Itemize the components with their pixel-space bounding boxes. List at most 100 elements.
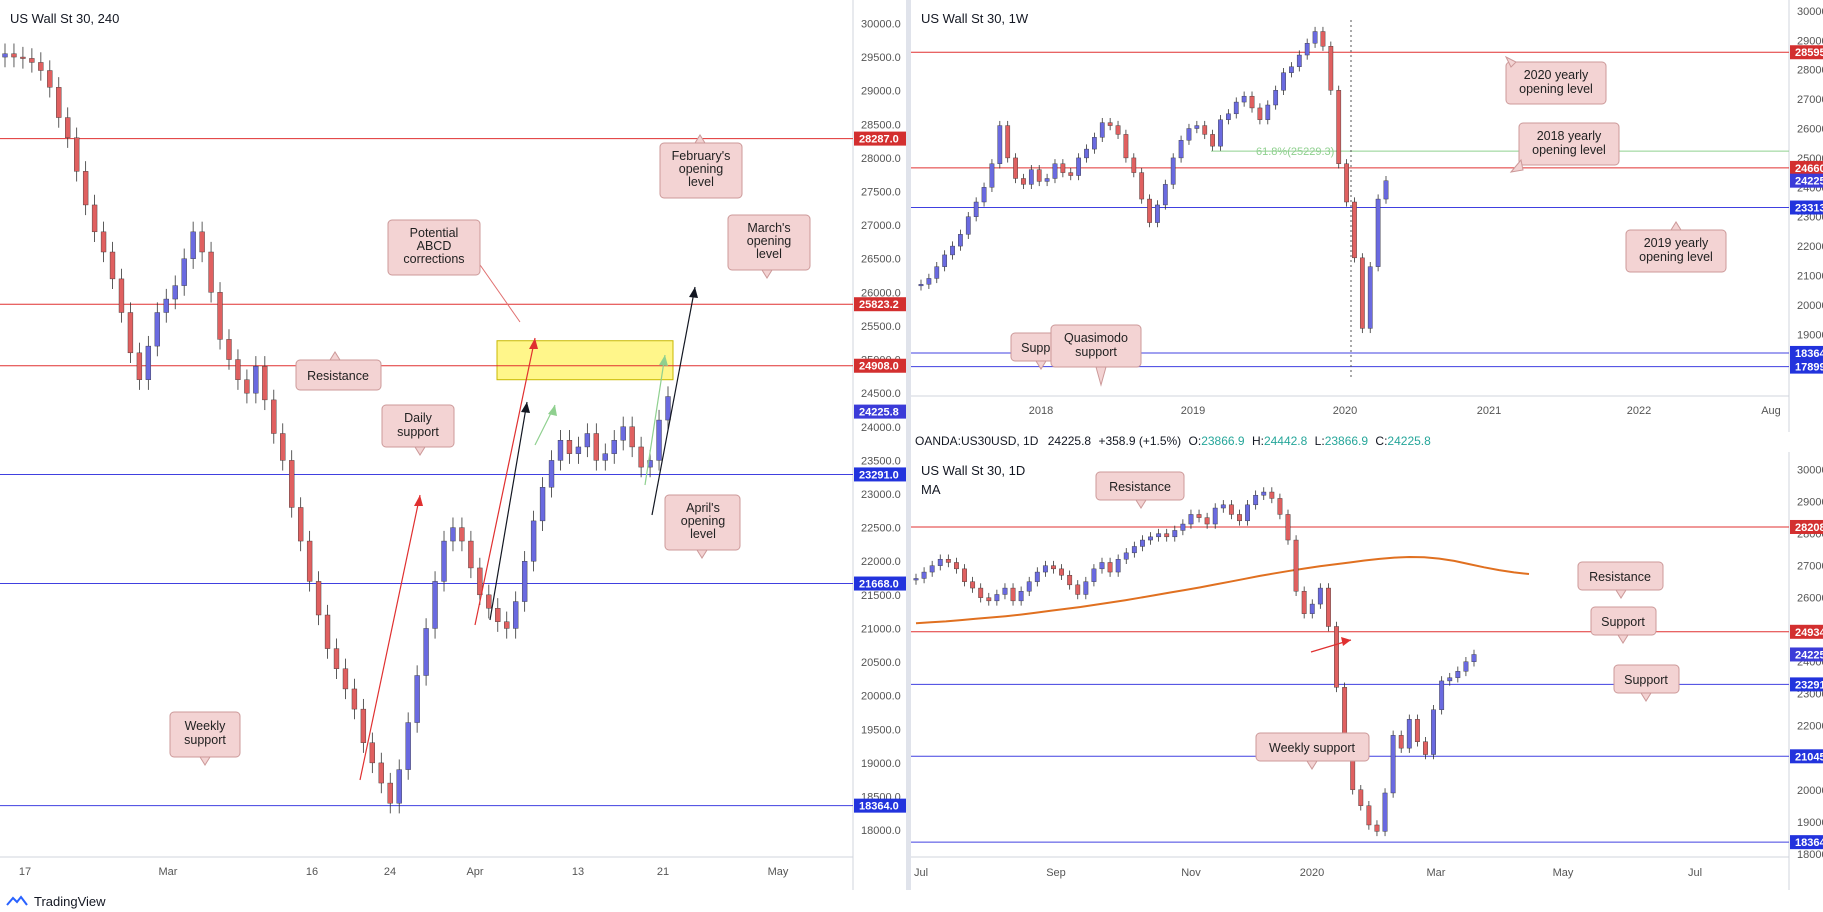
price-label: 21668.0 xyxy=(859,579,899,591)
candle-body xyxy=(1269,491,1275,499)
candle-body xyxy=(1304,43,1310,56)
candle-body xyxy=(1180,523,1186,531)
x-tick-label: 13 xyxy=(572,866,584,878)
candle-body xyxy=(1083,581,1089,595)
price-label: 28595.0 xyxy=(1795,47,1823,59)
y-tick-label: 28000.0 xyxy=(1797,65,1823,77)
price-label-box xyxy=(1790,45,1823,60)
candle-body xyxy=(1218,119,1223,147)
candle-body xyxy=(1084,148,1089,159)
callout-daily-support: Daily support xyxy=(381,404,455,456)
candle-body xyxy=(208,251,214,293)
price-label: 28287.0 xyxy=(859,134,899,146)
candle-body xyxy=(1406,719,1412,749)
price-label: 18364.0 xyxy=(1795,837,1823,849)
x-tick-label: 2022 xyxy=(1627,405,1651,417)
candle-body xyxy=(1051,565,1056,570)
candle-body xyxy=(387,782,393,804)
candle-body xyxy=(315,581,322,616)
candle-body xyxy=(91,204,98,233)
candle-body xyxy=(1237,514,1242,522)
callout-mar-opening: March's opening level xyxy=(727,214,811,279)
candle-body xyxy=(1010,587,1016,602)
price-label: 25823.2 xyxy=(859,299,899,311)
candle-body xyxy=(369,742,376,764)
candle-body xyxy=(929,565,935,573)
candle-body xyxy=(190,231,196,259)
price-label: 24908.0 xyxy=(859,361,899,373)
candle-body xyxy=(1253,495,1259,506)
candle-body xyxy=(970,581,976,589)
candle-body xyxy=(913,578,919,581)
callout-d-resistance: Resistance xyxy=(1577,561,1664,599)
candle-body xyxy=(1423,741,1428,755)
daily-close: 24225.8 xyxy=(1387,434,1431,448)
candle-body xyxy=(1092,137,1097,150)
candle-body xyxy=(1091,568,1097,582)
x-tick-label: Mar xyxy=(159,866,178,878)
candle-body xyxy=(1002,587,1008,595)
candle-body xyxy=(965,216,971,235)
candle-body xyxy=(1186,128,1192,141)
candle-body xyxy=(1115,559,1121,573)
y-tick-label: 28000.0 xyxy=(861,153,901,165)
candle-body xyxy=(1068,172,1074,176)
candle-body xyxy=(921,571,927,579)
candle-body xyxy=(1226,113,1231,120)
y-tick-label: 20000.0 xyxy=(861,691,901,703)
daily-symbol: OANDA:US30USD, 1D xyxy=(915,434,1039,448)
candle-body xyxy=(1147,198,1152,223)
daily-close-label: C: xyxy=(1375,434,1388,448)
daily-change: +358.9 (+1.5%) xyxy=(1098,434,1182,448)
y-tick-label: 19000.0 xyxy=(861,758,901,770)
candle-body xyxy=(495,608,501,622)
candle-body xyxy=(1383,180,1389,200)
y-tick-label: 18000.0 xyxy=(1797,849,1823,861)
candle-body xyxy=(1034,571,1040,582)
candle-body xyxy=(1067,575,1073,586)
candle-body xyxy=(647,460,653,468)
callout-2019-yearly: 2019 yearly opening level xyxy=(1625,221,1727,273)
candle-body xyxy=(1021,178,1026,185)
price-label: 24660.0 xyxy=(1795,163,1823,175)
candle-body xyxy=(1139,172,1145,200)
candle-body xyxy=(918,284,924,287)
candle-body xyxy=(306,540,313,582)
y-tick-label: 22000.0 xyxy=(861,556,901,568)
candle-body xyxy=(56,87,62,118)
x-tick-label: 24 xyxy=(384,866,396,878)
price-label-box xyxy=(854,798,906,813)
candle-body xyxy=(1382,792,1388,832)
price-label-box xyxy=(854,576,906,591)
candle-body xyxy=(1188,514,1194,525)
h4-chart-panel: US Wall St 30, 240 30000.0 29500.0 29000.0… xyxy=(0,0,906,890)
candle-body xyxy=(1317,587,1323,605)
daily-last: 24225.8 xyxy=(1047,434,1092,448)
candle-body xyxy=(1289,66,1294,73)
price-label-box xyxy=(1790,749,1823,764)
candle-body xyxy=(1359,257,1365,329)
current-price-box xyxy=(1790,173,1823,188)
price-label: 24934.0 xyxy=(1795,627,1823,639)
h4-title: US Wall St 30, 240 xyxy=(10,11,119,26)
weekly-title: US Wall St 30, 1W xyxy=(921,11,1029,26)
price-label-box xyxy=(1790,160,1823,175)
candle-body xyxy=(521,561,528,602)
y-tick-label: 19500.0 xyxy=(861,724,901,736)
candle-body xyxy=(1210,134,1215,147)
y-tick-label: 28500.0 xyxy=(861,119,901,131)
candle-body xyxy=(235,359,241,380)
candle-body xyxy=(244,379,250,394)
x-tick-label: 2020 xyxy=(1333,405,1357,417)
candle-body xyxy=(1277,498,1283,515)
candle-body xyxy=(253,366,259,394)
price-label: 23291.0 xyxy=(1795,679,1823,691)
candle-body xyxy=(1447,677,1453,682)
candle-body xyxy=(1170,157,1176,185)
candle-body xyxy=(530,520,537,562)
candle-body xyxy=(2,53,8,58)
callout-d-weekly-support: Weekly support xyxy=(1255,732,1370,770)
callout-d-resistance-top: Resistance xyxy=(1095,471,1185,509)
weekly-candles xyxy=(918,26,1389,334)
